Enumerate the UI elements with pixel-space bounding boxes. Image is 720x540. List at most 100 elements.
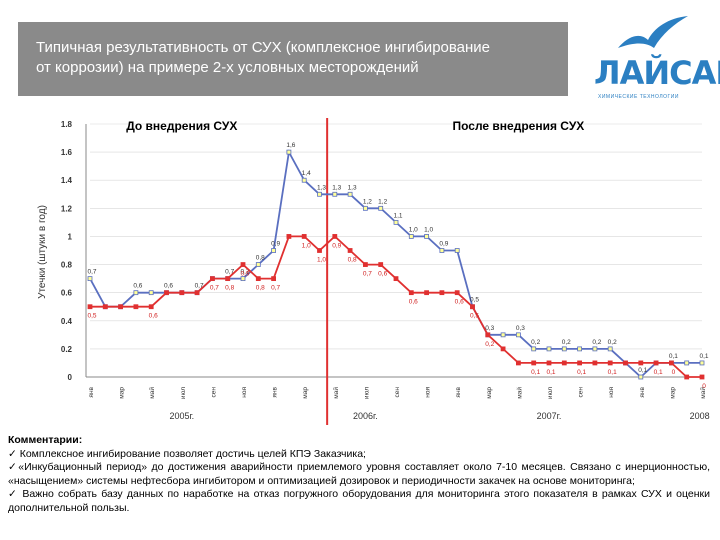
- series-2-data-label: 0,9: [332, 242, 341, 249]
- series-1-data-label: 0,7: [195, 283, 204, 290]
- series-1-data-label: 0,1: [699, 353, 708, 360]
- series-1-data-label: 0,1: [669, 353, 678, 360]
- series-2-data-label: 0,7: [210, 285, 219, 292]
- x-tick-label: ноя: [608, 387, 615, 398]
- series-1-point: [424, 234, 430, 239]
- logo-tagline: ХИМИЧЕСКИЕ ТЕХНОЛОГИИ: [598, 94, 679, 100]
- series-1-data-label: 0,7: [225, 269, 234, 276]
- x-tick-label: ноя: [425, 387, 432, 398]
- series-2-data-label: 0,6: [378, 271, 387, 278]
- x-tick-label: мар: [119, 387, 126, 399]
- series-2-data-label: 0,8: [225, 285, 234, 292]
- series-2-point: [225, 276, 231, 282]
- series-2-point: [301, 234, 307, 239]
- series-2-point: [271, 276, 277, 282]
- series-2-data-label: 0: [672, 369, 676, 376]
- series-2-data-label: 0,9: [240, 271, 249, 278]
- series-1-point: [347, 191, 353, 197]
- series-2-data-label: 0,8: [348, 257, 357, 264]
- y-tick-label: 1.2: [61, 204, 73, 213]
- series-2-data-label: 0,7: [271, 285, 280, 292]
- comment-item-1: ✓ Комплексное ингибирование позволяет до…: [8, 447, 366, 460]
- x-tick-label: янв: [455, 386, 462, 397]
- comments-block: Комментарии: ✓ Комплексное ингибирование…: [8, 434, 710, 515]
- slide-title-line-1: Типичная результативность от СУХ (компле…: [36, 39, 491, 56]
- series-1-data-label: 1,3: [348, 184, 357, 191]
- series-2-point: [133, 304, 139, 310]
- series-2-point: [500, 346, 506, 352]
- y-tick-label: 0: [68, 373, 73, 382]
- series-2-data-label: 0: [702, 383, 706, 390]
- series-1-point: [561, 346, 567, 352]
- series-1-point: [515, 332, 521, 338]
- series-2-point: [638, 360, 644, 366]
- x-tick-label: ноя: [241, 387, 248, 398]
- series-1-data-label: 1,4: [302, 170, 311, 177]
- series-2-point: [255, 276, 261, 282]
- series-2-point: [362, 262, 368, 267]
- x-tick-label: янв: [88, 386, 95, 397]
- series-2-data-label: 0,8: [256, 285, 265, 292]
- series-2-line: [90, 235, 702, 378]
- series-1-point: [439, 248, 445, 253]
- series-2-data-label: 0,6: [455, 299, 464, 306]
- series-1-point: [607, 346, 613, 352]
- series-1-data-label: 0,7: [87, 269, 96, 276]
- series-2-data-label: 1,0: [302, 242, 311, 249]
- series-2-point: [439, 290, 445, 296]
- series-1-data-label: 1,6: [286, 142, 295, 149]
- series-2-point: [179, 290, 185, 296]
- series-1-point: [408, 234, 414, 239]
- x-tick-label: май: [148, 387, 156, 399]
- x-tick-label: июл: [547, 387, 554, 399]
- x-tick-label: мар: [486, 387, 493, 399]
- logo-name: ЛАЙСАН: [594, 54, 720, 92]
- comment-item-3: ✓ Важно собрать базу данных по наработке…: [8, 488, 710, 514]
- y-tick-label: 1.4: [61, 176, 73, 185]
- y-tick-label: 0.8: [61, 261, 73, 270]
- series-1-point: [87, 276, 93, 282]
- series-2-point: [577, 360, 582, 366]
- series-2-point: [286, 234, 292, 239]
- series-2-point: [87, 304, 93, 310]
- x-tick-label: янв: [272, 386, 279, 397]
- series-2-data-label: 0,1: [654, 369, 663, 376]
- series-2-point: [546, 360, 552, 366]
- series-1-data-label: 0,2: [592, 339, 601, 346]
- series-1-point: [255, 262, 261, 267]
- series-1-point: [362, 205, 368, 211]
- series-2-point: [592, 360, 598, 366]
- series-1-data-label: 0,7: [240, 269, 249, 276]
- series-2-point: [531, 360, 537, 366]
- series-1-point: [393, 219, 399, 225]
- series-2-point: [148, 304, 154, 310]
- y-tick-label: 1.6: [61, 148, 73, 157]
- series-1-data-label: 1,2: [363, 198, 372, 205]
- y-axis-label: Утечки (штуки в год): [37, 205, 48, 299]
- series-1-data-label: 1,3: [317, 184, 326, 191]
- series-2-point: [194, 290, 200, 296]
- series-1-data-label: 1,2: [378, 198, 387, 205]
- series-2-point: [684, 374, 690, 380]
- y-tick-label: 0.2: [61, 345, 73, 354]
- series-2-point: [653, 360, 659, 366]
- series-2-data-label: 0,1: [546, 369, 555, 376]
- series-2-data-label: 0,1: [531, 369, 540, 376]
- phase-after-label: После внедрения СУХ: [452, 119, 584, 133]
- series-1-data-label: 0,6: [164, 283, 173, 290]
- seagull-icon: [618, 16, 688, 48]
- leaks-line-chart: 0 0.2 0.4 0.6 0.8 1 1.2 1.4 1.6 1.8 Утечки (штуки…: [37, 118, 710, 425]
- series-1-data-label: 0,1: [638, 367, 647, 374]
- series-2-data-label: 0,2: [485, 341, 494, 348]
- series-1-point: [638, 374, 644, 380]
- series-2-point: [485, 332, 491, 338]
- y-tick-label: 1.8: [61, 120, 73, 129]
- comments-heading: Комментарии:: [8, 434, 83, 446]
- y-tick-label: 1: [68, 232, 73, 241]
- series-2-point: [240, 262, 246, 267]
- series-2-point: [347, 248, 353, 253]
- series-1-data-label: 0,9: [271, 241, 280, 248]
- series-2-point: [607, 360, 613, 366]
- series-1-point: [684, 360, 690, 366]
- series-2-point: [515, 360, 521, 366]
